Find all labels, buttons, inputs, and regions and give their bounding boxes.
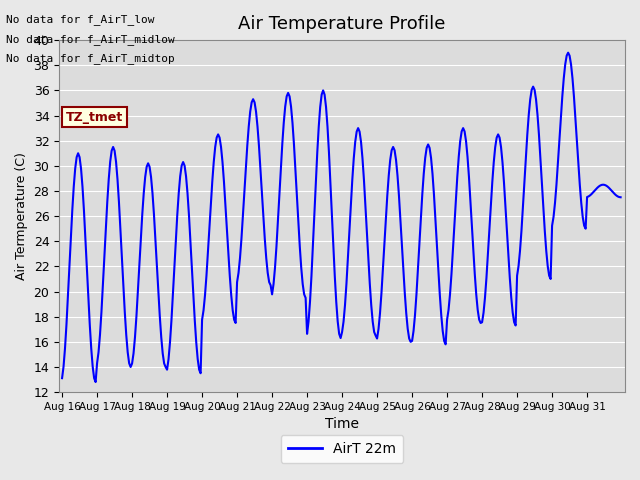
Title: Air Temperature Profile: Air Temperature Profile bbox=[238, 15, 446, 33]
X-axis label: Time: Time bbox=[325, 418, 359, 432]
Text: TZ_tmet: TZ_tmet bbox=[66, 111, 124, 124]
Y-axis label: Air Termperature (C): Air Termperature (C) bbox=[15, 152, 28, 280]
Text: No data for f_AirT_midlow: No data for f_AirT_midlow bbox=[6, 34, 175, 45]
Legend: AirT 22m: AirT 22m bbox=[281, 435, 403, 463]
Text: No data for f_AirT_low: No data for f_AirT_low bbox=[6, 14, 155, 25]
Text: No data for f_AirT_midtop: No data for f_AirT_midtop bbox=[6, 53, 175, 64]
